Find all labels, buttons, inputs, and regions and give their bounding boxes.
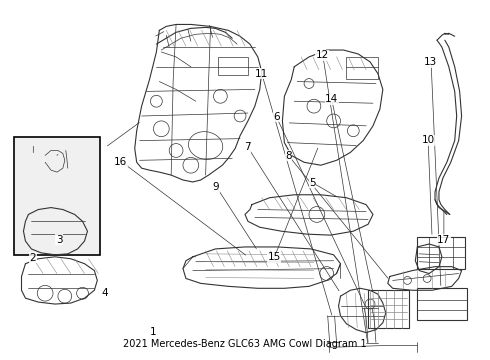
Text: 8: 8 (285, 151, 292, 161)
Text: 2: 2 (29, 253, 36, 263)
Bar (417, 288, 466, 320)
Text: 7: 7 (244, 143, 251, 152)
Text: 9: 9 (213, 182, 220, 192)
Text: 11: 11 (255, 69, 269, 79)
Text: 17: 17 (437, 235, 450, 244)
Text: 14: 14 (325, 94, 339, 104)
Text: 4: 4 (102, 288, 108, 298)
Text: 16: 16 (114, 157, 127, 167)
Bar (14, 137, 100, 255)
Bar (219, 57, 248, 75)
Text: 3: 3 (56, 235, 63, 244)
Bar (346, 57, 378, 78)
Text: 5: 5 (309, 178, 316, 188)
Text: 12: 12 (316, 50, 329, 60)
Text: 15: 15 (268, 252, 281, 262)
Bar (368, 290, 410, 328)
Text: 2021 Mercedes-Benz GLC63 AMG Cowl Diagram 1: 2021 Mercedes-Benz GLC63 AMG Cowl Diagra… (123, 339, 367, 349)
Text: 10: 10 (422, 135, 435, 145)
Bar (417, 237, 465, 269)
Text: 13: 13 (424, 57, 438, 67)
Text: 6: 6 (273, 112, 280, 122)
Text: 1: 1 (150, 327, 157, 337)
